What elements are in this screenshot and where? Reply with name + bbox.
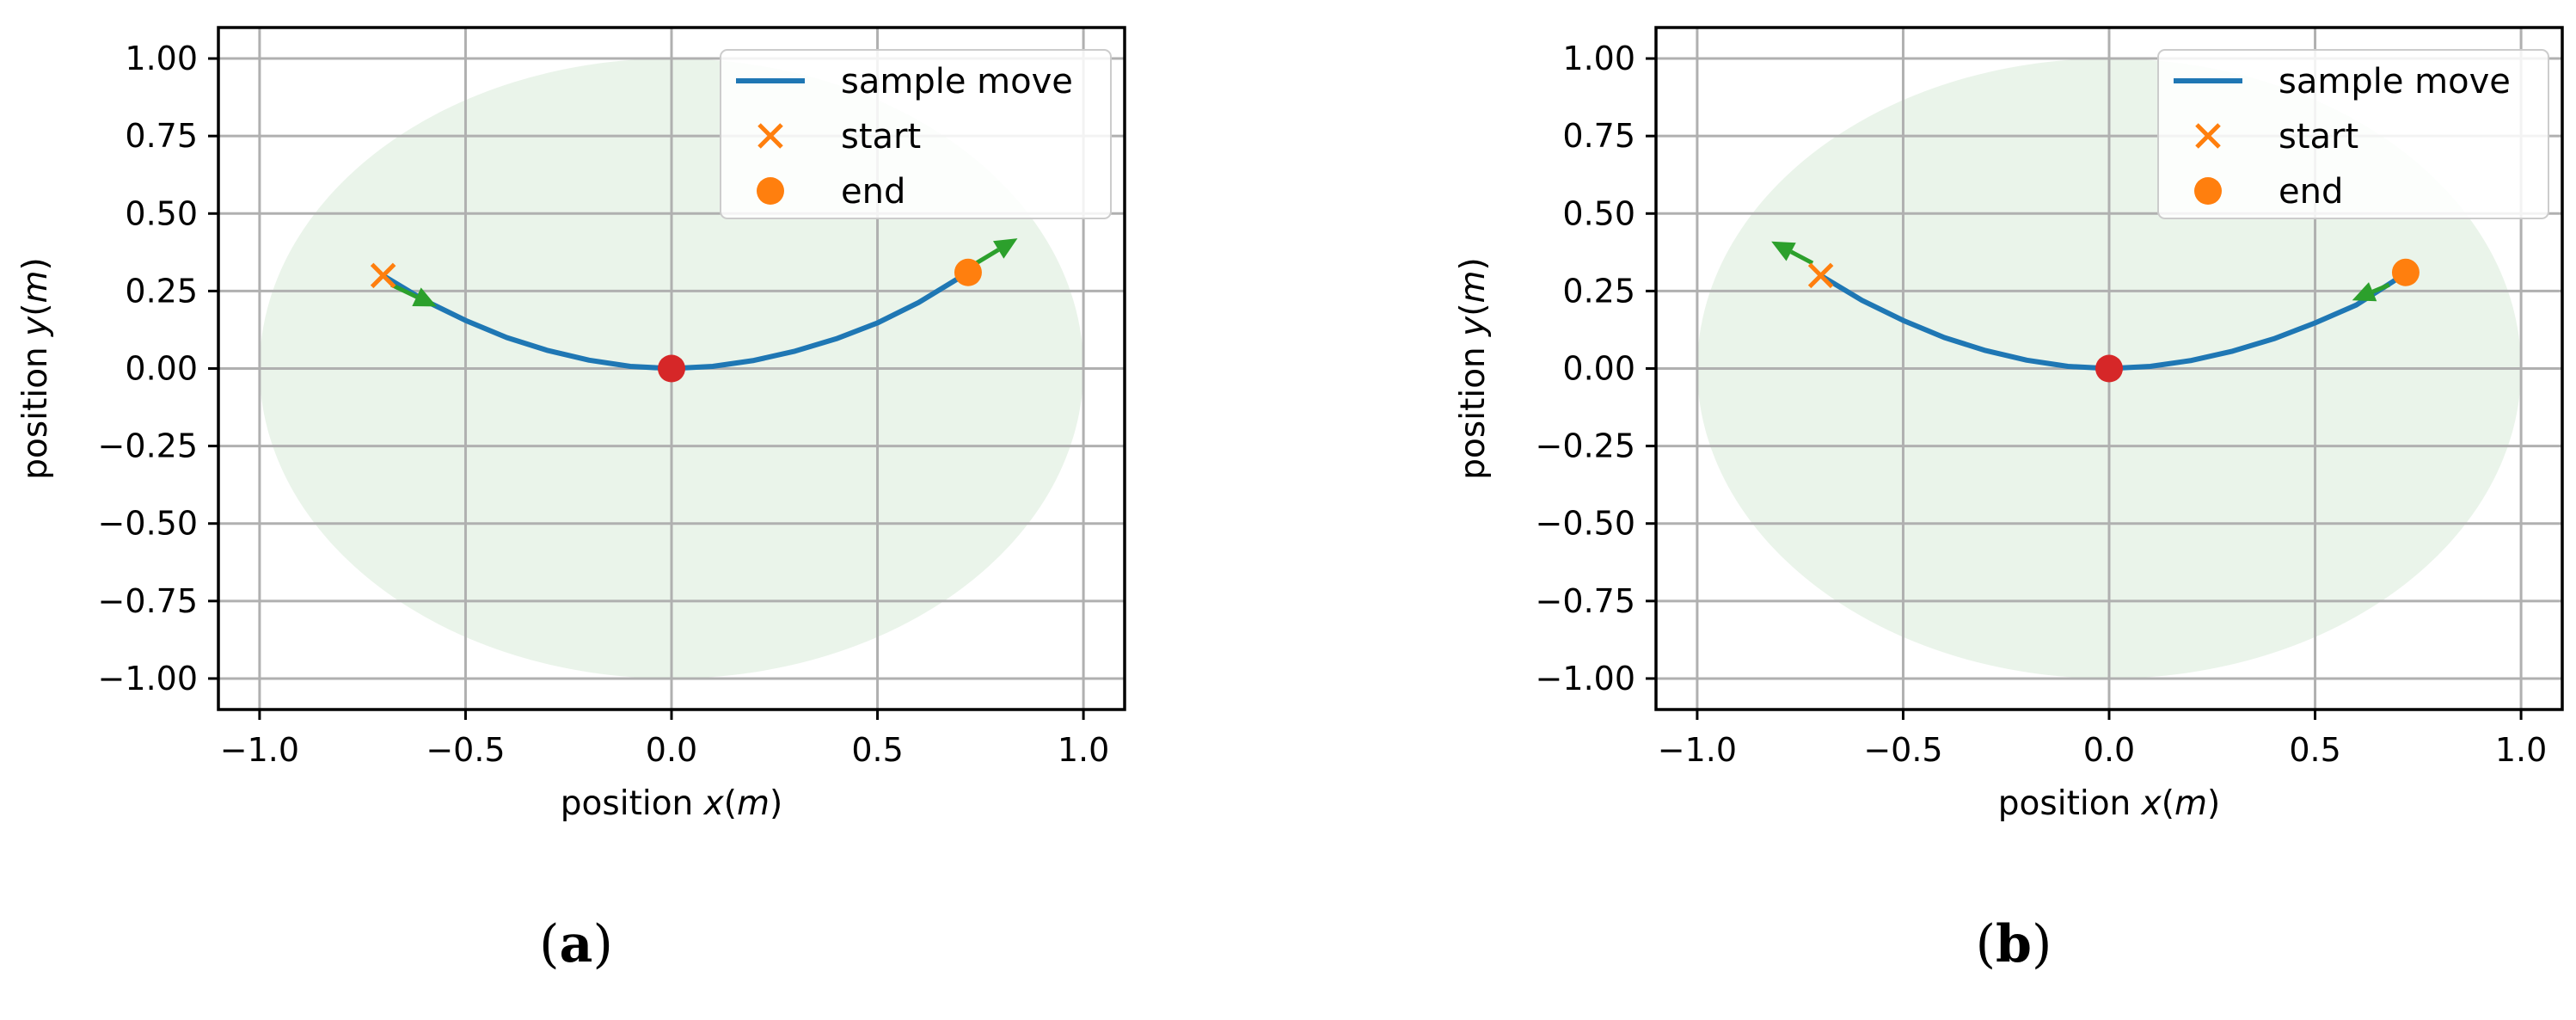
direction-arrow-head — [412, 287, 437, 307]
y-tick-label: 0.75 — [1562, 117, 1635, 155]
legend-swatch-end — [2194, 177, 2222, 205]
y-axis-label-part: position — [1454, 336, 1493, 480]
origin-marker — [658, 354, 685, 383]
x-tick-label: −0.5 — [426, 731, 505, 769]
y-tick-label: 1.00 — [1562, 40, 1635, 77]
direction-arrow-head — [992, 238, 1018, 259]
legend-label: end — [841, 172, 905, 212]
y-axis-label-part: position — [16, 336, 55, 480]
y-tick-label: −1.00 — [1536, 660, 1635, 697]
x-tick-label: −0.5 — [1863, 731, 1942, 769]
panel-label-part: ) — [2032, 914, 2052, 974]
panel-label-part: ( — [1976, 914, 1996, 974]
x-axis-label-part: ( — [724, 784, 737, 823]
y-tick-label: 1.00 — [125, 40, 198, 77]
x-tick-label: 1.0 — [2495, 731, 2547, 769]
y-axis-label: position y(m) — [1454, 257, 1493, 479]
legend-swatch-end — [757, 177, 784, 205]
legend: sample move start end — [2157, 49, 2549, 219]
x-tick-label: 1.0 — [1058, 731, 1109, 769]
x-tick-label: 0.5 — [851, 731, 903, 769]
y-tick-label: −1.00 — [98, 660, 198, 697]
direction-arrow-shaft — [2371, 282, 2390, 294]
y-axis-label-part: y — [16, 316, 55, 337]
x-tick-label: −1.0 — [1658, 731, 1737, 769]
direction-arrow-shaft — [975, 248, 1000, 266]
legend-swatch-start — [757, 123, 783, 149]
x-axis-label-part: x — [702, 784, 725, 823]
direction-arrow-shaft — [1789, 249, 1814, 266]
y-axis-label-part: ) — [1454, 257, 1493, 270]
end-marker — [954, 258, 982, 286]
y-axis-label-part: y — [1454, 316, 1493, 337]
x-axis-label-part: position — [561, 784, 704, 823]
y-tick-label: −0.25 — [98, 427, 198, 465]
y-tick-label: −0.75 — [1536, 582, 1635, 620]
x-tick-label: 0.0 — [2083, 731, 2135, 769]
x-axis-label: position x(m) — [561, 784, 782, 823]
panel-label-part: ) — [592, 914, 612, 974]
panel-label: (a) — [539, 914, 613, 974]
panel-label: (b) — [1976, 914, 2052, 974]
legend-swatch-start — [2195, 123, 2221, 149]
y-tick-label: −0.25 — [1536, 427, 1635, 465]
x-axis-label-part: x — [2140, 784, 2162, 823]
y-axis-label-part: ( — [16, 304, 55, 316]
x-axis-label-part: m — [737, 784, 770, 823]
legend-box — [2157, 49, 2549, 219]
x-tick-label: −1.0 — [220, 731, 299, 769]
legend-label: end — [2279, 172, 2343, 212]
y-tick-label: 0.50 — [1562, 194, 1635, 232]
direction-arrow-head — [1771, 241, 1796, 261]
y-axis-label-part: ( — [1454, 304, 1493, 316]
legend-label: start — [841, 117, 921, 157]
end-marker — [2391, 258, 2420, 286]
y-tick-label: −0.50 — [98, 505, 198, 543]
x-axis-label-part: ) — [2207, 784, 2220, 823]
y-tick-label: −0.75 — [98, 582, 198, 620]
panel-label-part: a — [560, 914, 593, 974]
x-axis-label: position x(m) — [1998, 784, 2220, 823]
origin-marker — [2095, 354, 2123, 383]
y-tick-label: 0.25 — [125, 272, 198, 310]
x-axis-label-part: ( — [2162, 784, 2174, 823]
y-tick-label: 0.25 — [1562, 272, 1635, 310]
x-axis-label-part: position — [1998, 784, 2142, 823]
y-tick-label: 0.50 — [125, 194, 198, 232]
panel-b: −1.0 −0.5 0.0 0.5 1.0 1.00 0.75 0.50 0.25 0.00 −0.… — [1454, 26, 2564, 974]
panel-label-part: b — [1996, 914, 2032, 974]
legend-box — [720, 49, 1112, 219]
start-marker — [1807, 262, 1834, 289]
y-tick-label: 0.75 — [125, 117, 198, 155]
y-tick-label: 0.00 — [125, 350, 198, 388]
start-marker — [370, 262, 396, 289]
panel-a: −1.0 −0.5 0.0 0.5 1.0 1.00 0.75 0.50 0.25 0.00 −0.… — [16, 26, 1126, 974]
legend-label: sample move — [2279, 62, 2511, 101]
legend-label: start — [2279, 117, 2358, 157]
panel-label-part: ( — [539, 914, 559, 974]
legend-label: sample move — [841, 62, 1073, 101]
x-tick-label: 0.0 — [646, 731, 697, 769]
x-tick-label: 0.5 — [2289, 731, 2340, 769]
y-axis-label: position y(m) — [16, 257, 55, 479]
direction-arrow-shaft — [390, 282, 418, 299]
y-tick-label: 0.00 — [1562, 350, 1635, 388]
y-axis-label-part: m — [1454, 271, 1493, 304]
y-axis-label-part: m — [16, 271, 55, 304]
x-axis-label-part: ) — [770, 784, 782, 823]
y-axis-label-part: ) — [16, 257, 55, 270]
x-axis-label-part: m — [2174, 784, 2207, 823]
direction-arrow-head — [2352, 282, 2377, 302]
legend: sample move start end — [720, 49, 1112, 219]
y-tick-label: −0.50 — [1536, 505, 1635, 543]
